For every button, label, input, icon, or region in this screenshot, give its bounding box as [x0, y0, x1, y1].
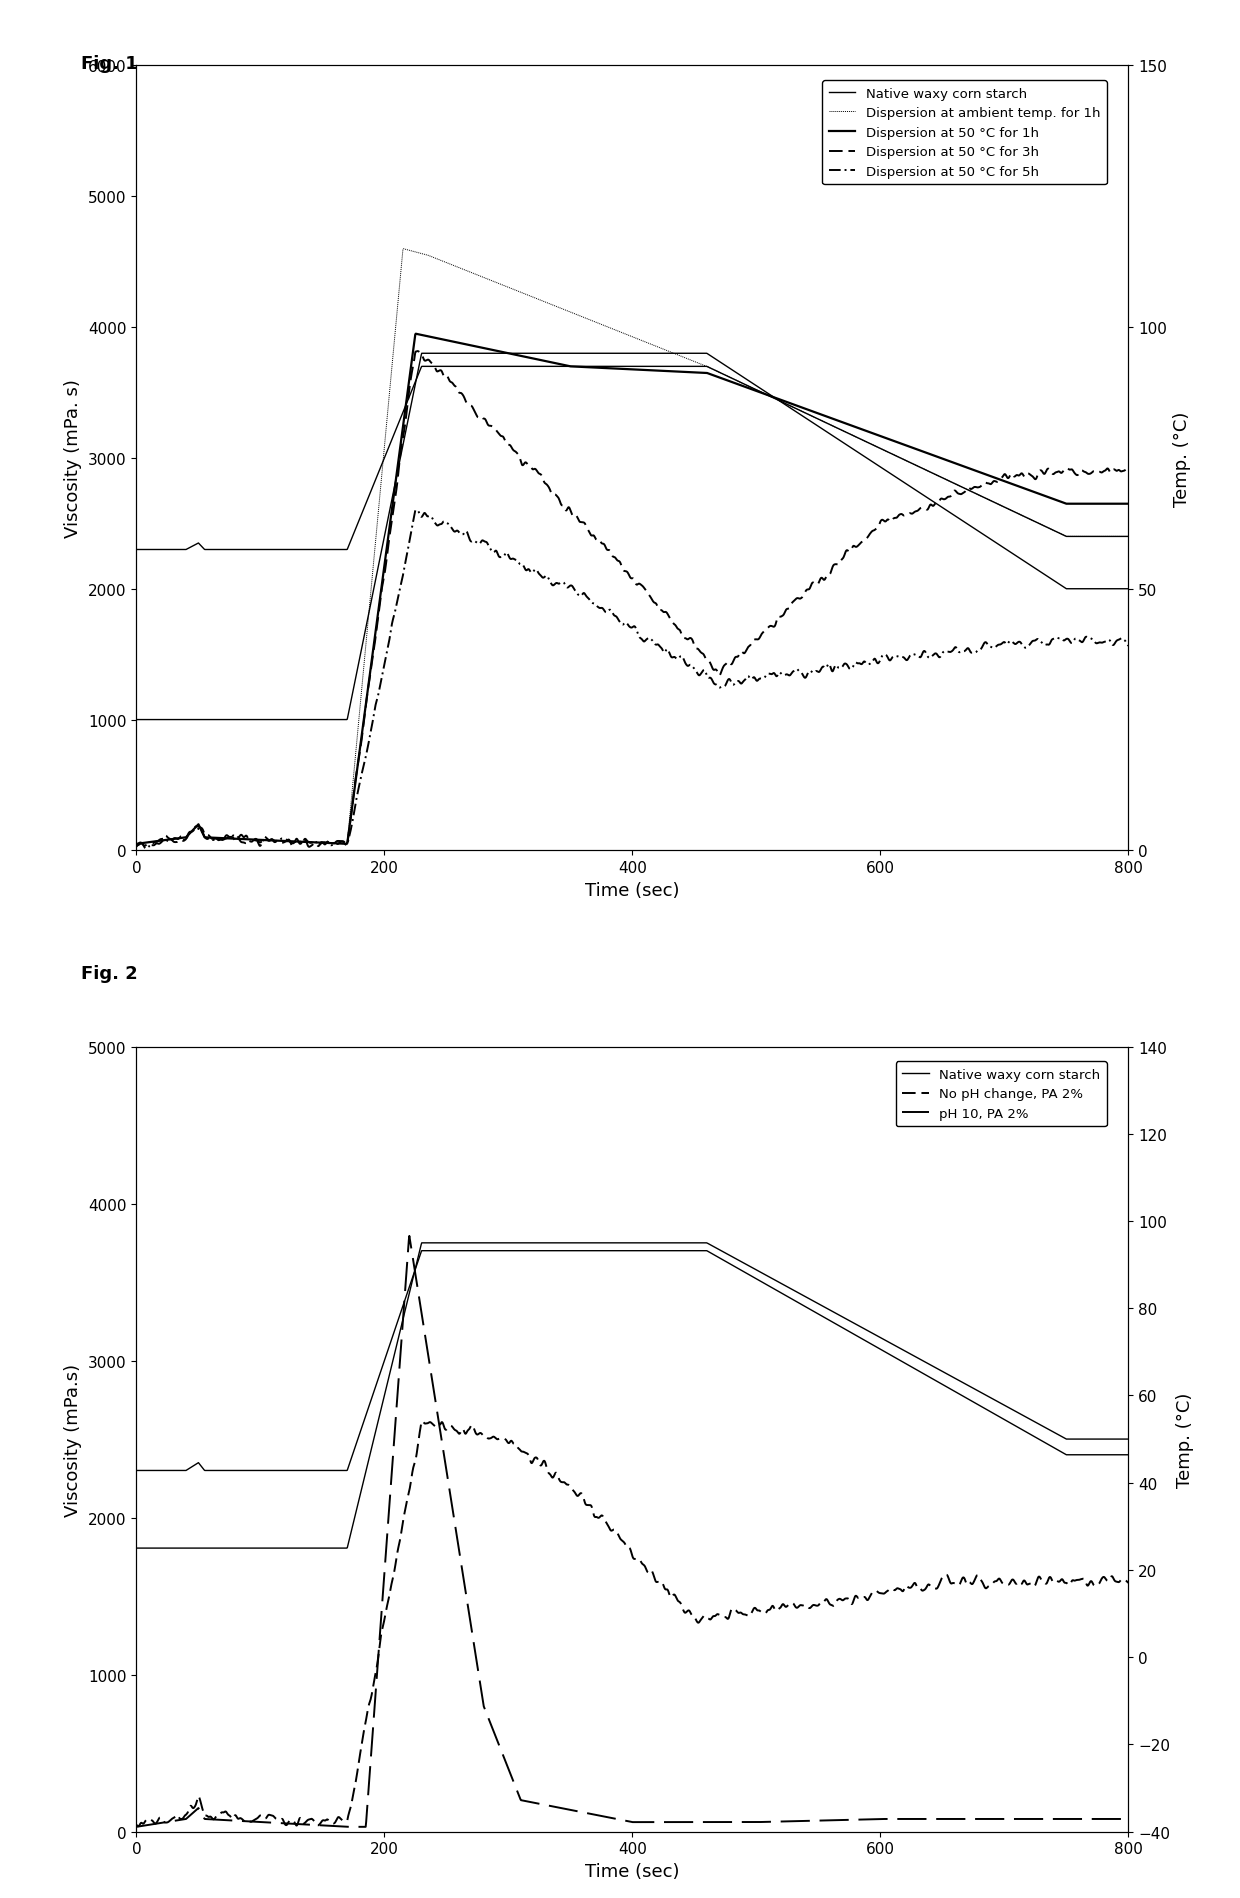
Y-axis label: Viscosity (mPa. s): Viscosity (mPa. s) — [64, 380, 83, 537]
Y-axis label: Temp. (°C): Temp. (°C) — [1173, 412, 1190, 507]
X-axis label: Time (sec): Time (sec) — [585, 881, 680, 900]
Text: Fig. 1: Fig. 1 — [81, 55, 138, 72]
Text: Fig. 2: Fig. 2 — [81, 964, 138, 981]
Legend: Native waxy corn starch, Dispersion at ambient temp. for 1h, Dispersion at 50 °C: Native waxy corn starch, Dispersion at a… — [822, 82, 1107, 186]
Legend: Native waxy corn starch, No pH change, PA 2%, pH 10, PA 2%: Native waxy corn starch, No pH change, P… — [895, 1061, 1107, 1127]
Y-axis label: Temp. (°C): Temp. (°C) — [1176, 1391, 1194, 1486]
Y-axis label: Viscosity (mPa.s): Viscosity (mPa.s) — [64, 1363, 83, 1517]
X-axis label: Time (sec): Time (sec) — [585, 1862, 680, 1879]
